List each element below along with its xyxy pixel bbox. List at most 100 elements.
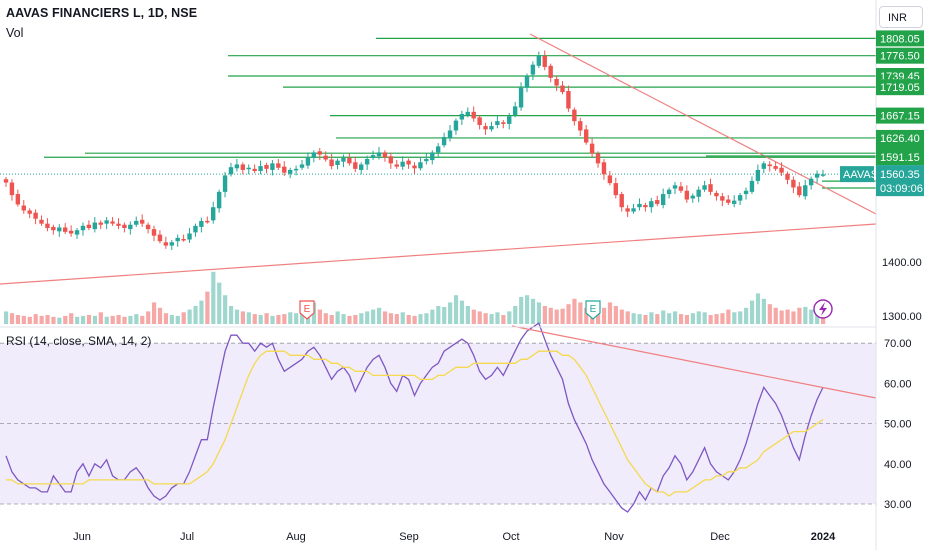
rsi-axis-tick: 40.00 [884,459,912,471]
volume-bar [4,311,9,324]
candle-body [252,168,257,172]
candle-body [767,164,772,167]
candle-body [382,152,388,158]
volume-bar [382,311,388,324]
volume-bar [347,315,352,324]
volume-bar [86,315,92,324]
candle-body [57,227,62,232]
volume-bar [146,311,151,324]
candle-body [424,158,429,162]
candle-body [418,162,423,169]
candle-body [643,205,648,208]
candle-body [761,163,766,169]
volume-bar [175,315,180,324]
candle-body [199,220,204,227]
volume-bar [317,309,322,324]
rsi-axis-tick: 70.00 [884,338,912,350]
candle-body [714,192,719,197]
volume-bar [513,306,518,324]
volume-bar [400,312,405,324]
volume-bar [755,293,761,324]
candle-body [3,179,9,183]
candle-body [507,116,512,124]
candle-body [234,164,240,169]
price-level-value: 1776.50 [880,51,920,63]
volume-bar [424,313,429,324]
candle-body [483,126,488,130]
volume-label[interactable]: Vol [6,26,24,40]
volume-bar [57,317,62,324]
candle-body [9,182,15,196]
candle-body [412,165,417,169]
lightning-bolt [819,302,827,316]
candle-body [187,233,192,240]
volume-bar [471,309,476,324]
candle-body [240,164,246,170]
volume-bar [234,309,240,324]
volume-bar [92,315,98,324]
volume-bar [157,307,163,324]
volume-bar [329,315,334,324]
volume-bar [655,314,660,324]
candle-body [353,162,358,169]
volume-bar [98,312,103,324]
candle-body [631,208,636,212]
volume-bar [596,310,601,324]
symbol-tag [840,166,874,183]
volume-bar [388,313,394,324]
candle-body [607,175,613,184]
volume-bar [524,295,530,324]
volume-bar [489,314,494,324]
volume-bar [406,315,411,324]
candle-body [708,184,713,192]
volume-bar [394,314,399,324]
volume-bar [684,315,690,324]
volume-bar [341,314,346,324]
candle-body [495,121,500,125]
candle-body [27,210,32,214]
candle-body [347,157,352,164]
rsi-trendline [511,325,877,399]
price-axis-tick: 1300.00 [882,311,922,323]
currency-button[interactable]: INR [879,6,923,28]
candle-body [406,160,411,165]
candle-body [560,85,565,93]
volume-bar [169,315,174,324]
candle-body [595,153,601,164]
volume-bar [465,306,470,324]
volume-bar [128,315,133,324]
last-price-value: 1560.35 [880,169,920,181]
rsi-indicator-label[interactable]: RSI (14, close, SMA, 14, 2) [6,334,152,348]
volume-bar [661,310,666,324]
volume-bar [246,312,251,324]
symbol-title[interactable]: AAVAS FINANCIERS L, 1D, NSE [6,6,198,20]
volume-bar [560,308,565,324]
volume-bar [572,298,577,324]
volume-bar [412,315,417,324]
candle-body [554,78,559,86]
volume-bar [75,316,80,324]
volume-bar [815,311,820,324]
volume-bar [779,310,784,324]
candle-body [512,106,518,116]
price-level-tag [876,47,924,64]
volume-bar [152,302,157,324]
candle-body [282,166,287,173]
volume-bar [548,307,553,324]
candle-body [791,179,796,188]
volume-bar [578,302,583,324]
candle-body [63,227,68,232]
volume-bar [584,307,589,324]
volume-bar [300,310,305,324]
price-level-tag [876,107,924,124]
time-axis-tick: 2024 [811,531,836,543]
volume-bar [205,291,210,324]
volume-bar [240,311,246,324]
rsi-pane[interactable] [0,322,877,513]
volume-bar [696,311,701,324]
earnings-letter: E [304,304,311,315]
volume-bar [785,309,790,324]
earnings-marker: E [299,300,315,320]
